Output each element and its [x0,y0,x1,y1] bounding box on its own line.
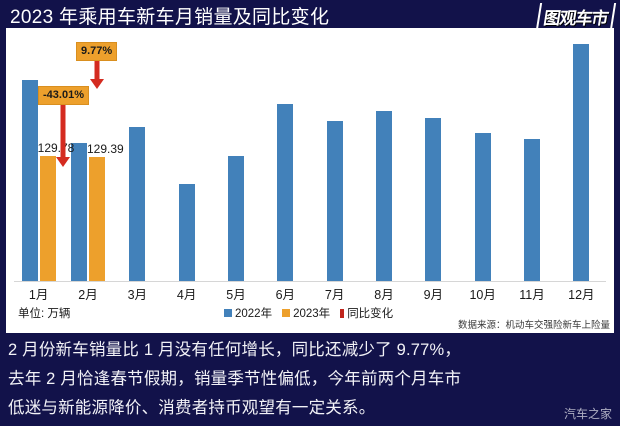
bar-2023-1月 [39,156,56,281]
x-tick-9月: 9月 [423,288,444,302]
x-tick-10月: 10月 [469,288,496,302]
x-tick-6月: 6月 [275,288,296,302]
legend-swatch-icon-同比变化 [340,308,345,318]
down-arrow-icon-head-1月 [56,157,71,167]
x-axis-tick-labels: 1月 2月 3月 4月 5月 6月 7月 8月 9月 10月 11月 12月 [14,284,606,304]
data-source-note: 数据来源：机动车交强险新车上险量 [457,320,610,331]
bar-2022-2月 [71,143,87,281]
x-tick-5月: 5月 [226,288,246,302]
x-tick-7月: 7月 [324,288,345,302]
legend-item-2022年[interactable]: 2022年 [224,305,272,321]
down-arrow-icon-shaft-1月 [60,105,66,157]
down-arrow-icon-shaft-2月 [94,61,100,79]
annotation-label-2月: 9.77% [76,42,118,61]
bar-2022-9月 [425,117,442,281]
bar-2022-11月 [524,138,540,281]
annotation-callout-1月: -43.01% [38,86,89,167]
bar-2022-4月 [178,183,195,281]
site-watermark: 汽车之家 [563,407,612,421]
legend-label-同比变化: 同比变化 [347,308,394,320]
legend-label-2023年: 2023年 [293,308,331,320]
header-bar: 2023 年乘用车新车月销量及同比变化 图观车市 [0,0,620,30]
legend-swatch-icon-2023年 [282,309,291,317]
caption-line-3: 低迷与新能源降价、消费者持币观望有一定关系。 [8,399,376,417]
chart-card: 129.78 129.39 -43.01% 9.77% 1月 2月 3月 4月 5月 6月 7月 8… [6,28,614,333]
caption-line-1: 2 月份新车销量比 1 月没有任何增长，同比还减少了 9.77%， [8,341,462,359]
x-tick-11月: 11月 [519,288,545,302]
x-tick-4月: 4月 [176,288,197,302]
legend-swatch-icon-2022年 [224,309,232,317]
brand-logo-text: 图观车市 [542,9,610,29]
x-tick-3月: 3月 [127,288,148,302]
annotation-callout-2月: 9.77% [76,42,118,89]
caption-line-2: 去年 2 月恰逢春节假期，销量季节性偏低，今年前两个月车市 [8,370,462,388]
bar-2022-7月 [326,121,343,281]
bar-2022-1月 [21,80,38,281]
brand-logo: 图观车市 [535,3,617,30]
bar-2022-8月 [376,110,392,281]
value-label-2月: 129.39 [87,141,124,156]
legend-item-同比变化[interactable]: 同比变化 [340,305,393,321]
bar-2022-3月 [129,127,146,281]
x-tick-8月: 8月 [374,288,394,302]
x-axis-line [14,281,606,282]
legend-label-2022年: 2022年 [235,308,273,320]
x-tick-12月: 12月 [568,288,595,302]
bar-2022-10月 [474,132,491,281]
bar-2022-12月 [573,44,590,281]
value-label-1月: 129.78 [37,141,75,156]
chart-plot-area: 129.78 129.39 -43.01% 9.77% [14,32,606,282]
page-title: 2023 年乘用车新车月销量及同比变化 [10,7,330,28]
chart-legend: 2022年 2023年 同比变化 [224,305,393,321]
bar-2022-6月 [277,104,294,281]
unit-label: 单位: 万辆 [18,308,71,320]
caption-block: 2 月份新车销量比 1 月没有任何增长，同比还减少了 9.77%， 去年 2 月… [8,336,608,423]
legend-item-2023年[interactable]: 2023年 [282,305,330,321]
x-tick-1月: 1月 [28,288,49,302]
annotation-label-1月: -43.01% [38,86,89,105]
bar-2023-2月 [89,156,105,281]
bar-2022-5月 [228,156,244,281]
down-arrow-icon-head-2月 [89,79,104,89]
x-tick-2月: 2月 [78,288,98,302]
